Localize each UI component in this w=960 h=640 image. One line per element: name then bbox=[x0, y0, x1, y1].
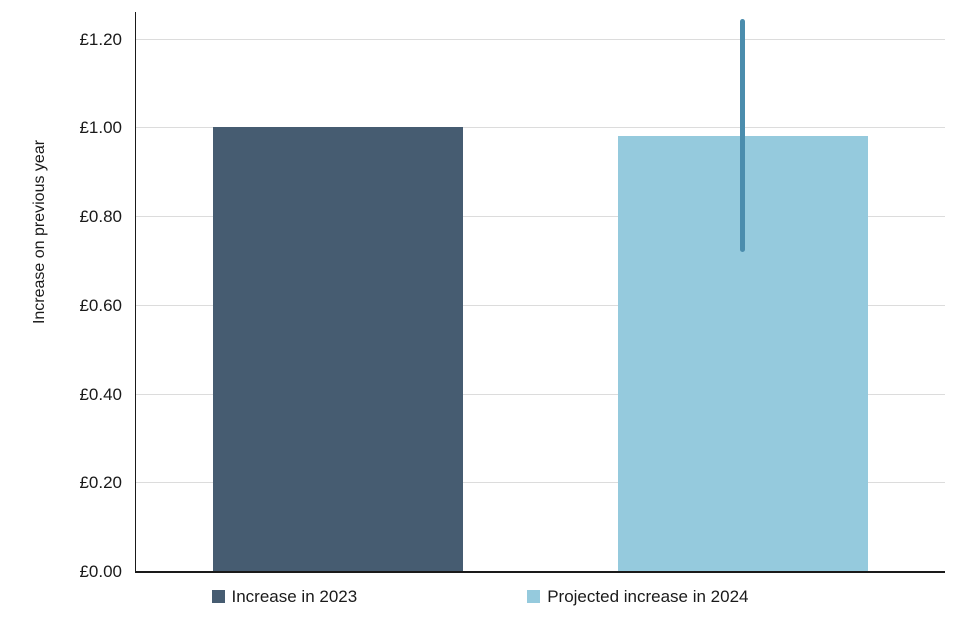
y-tick-label: £0.40 bbox=[79, 384, 122, 404]
y-tick-label: £0.80 bbox=[79, 207, 122, 227]
legend: Increase in 2023 Projected increase in 20… bbox=[0, 588, 960, 605]
error-bar bbox=[740, 18, 746, 252]
legend-swatch bbox=[211, 590, 225, 603]
y-tick-label: £0.60 bbox=[79, 295, 122, 315]
legend-swatch bbox=[527, 590, 541, 603]
legend-item-1: Increase in 2023 bbox=[211, 587, 358, 606]
y-tick-label: £0.20 bbox=[79, 473, 122, 493]
gridline bbox=[136, 38, 945, 40]
y-tick-label: £1.00 bbox=[79, 118, 122, 138]
gridline bbox=[136, 304, 945, 306]
y-tick-label: £0.00 bbox=[79, 562, 122, 581]
gridline bbox=[136, 393, 945, 395]
legend-item-2: Projected increase in 2024 bbox=[527, 587, 749, 606]
y-tick-label: £1.20 bbox=[79, 29, 122, 49]
gridline bbox=[136, 216, 945, 218]
gridline bbox=[136, 127, 945, 129]
plot-area bbox=[135, 12, 945, 573]
legend-label: Projected increase in 2024 bbox=[547, 587, 749, 606]
bar-1 bbox=[213, 127, 464, 571]
gridline bbox=[136, 482, 945, 484]
legend-label: Increase in 2023 bbox=[231, 587, 358, 606]
